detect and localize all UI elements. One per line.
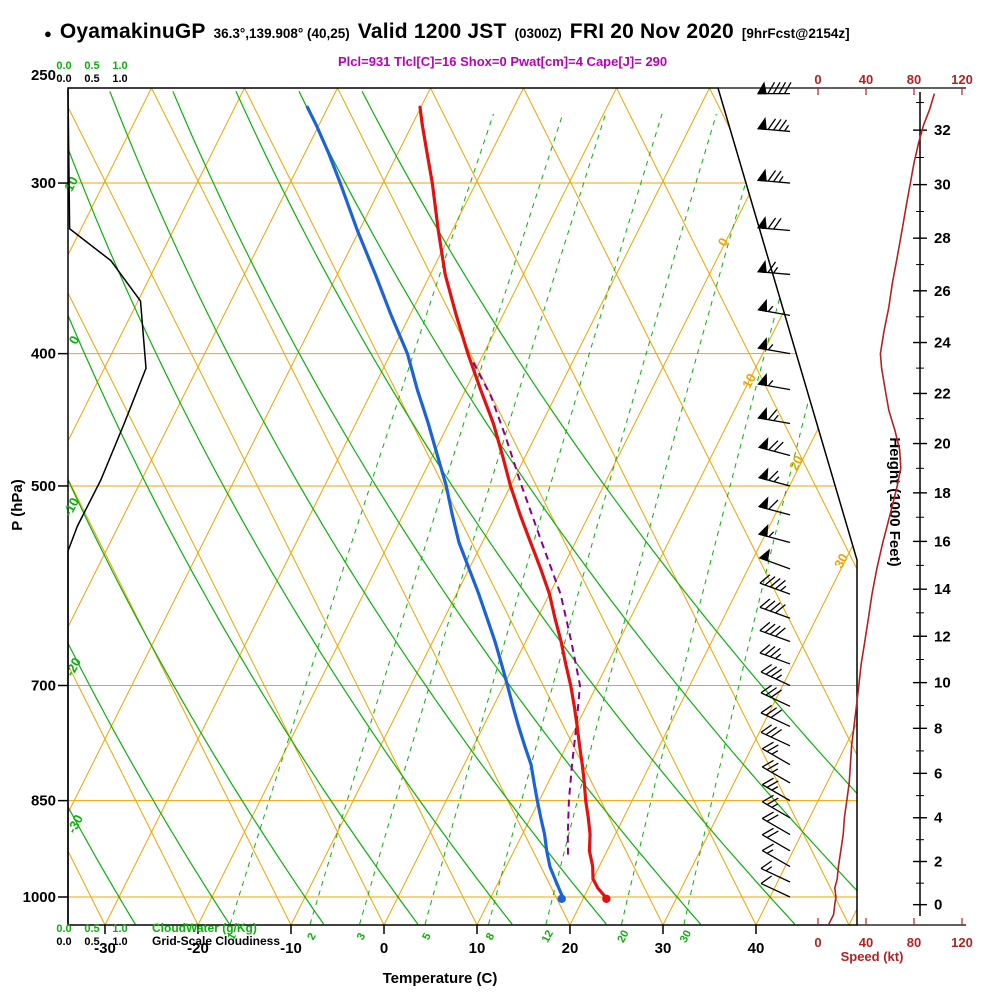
svg-text:500: 500 bbox=[31, 478, 56, 495]
svg-text:20: 20 bbox=[934, 436, 951, 453]
svg-text:20: 20 bbox=[562, 940, 579, 957]
svg-text:14: 14 bbox=[934, 581, 951, 598]
svg-text:0: 0 bbox=[715, 235, 732, 248]
svg-text:0: 0 bbox=[380, 940, 388, 957]
svg-text:40: 40 bbox=[748, 940, 765, 957]
chart-header: ● OyamakinuGP 36.3°,139.908° (40,25) Val… bbox=[44, 20, 850, 44]
surface-dew-marker bbox=[557, 894, 566, 903]
svg-text:1.0: 1.0 bbox=[112, 60, 127, 72]
svg-text:12: 12 bbox=[540, 928, 556, 944]
svg-text:10: 10 bbox=[934, 675, 951, 692]
svg-text:0.5: 0.5 bbox=[84, 73, 99, 85]
svg-text:1.0: 1.0 bbox=[112, 936, 127, 948]
svg-text:30: 30 bbox=[678, 928, 694, 944]
svg-text:3: 3 bbox=[355, 931, 368, 942]
valid-time: Valid 1200 JST bbox=[357, 20, 507, 43]
svg-text:28: 28 bbox=[934, 230, 951, 247]
svg-text:16: 16 bbox=[934, 533, 951, 550]
svg-text:120: 120 bbox=[951, 935, 973, 950]
plot-frame bbox=[67, 87, 858, 926]
svg-text:-10: -10 bbox=[60, 495, 82, 519]
svg-text:0: 0 bbox=[934, 897, 942, 914]
svg-text:2: 2 bbox=[934, 853, 942, 870]
svg-text:80: 80 bbox=[907, 935, 921, 950]
svg-text:12: 12 bbox=[934, 628, 951, 645]
svg-text:40: 40 bbox=[859, 72, 873, 87]
svg-text:26: 26 bbox=[934, 283, 951, 300]
svg-text:0.0: 0.0 bbox=[56, 73, 71, 85]
svg-text:0.0: 0.0 bbox=[56, 936, 71, 948]
svg-text:0.5: 0.5 bbox=[84, 936, 99, 948]
wind-speed-curve bbox=[828, 93, 936, 925]
svg-text:Speed (kt): Speed (kt) bbox=[841, 949, 904, 964]
svg-text:30: 30 bbox=[831, 551, 851, 571]
wind-barbs bbox=[756, 81, 792, 898]
svg-text:4: 4 bbox=[934, 810, 943, 827]
parcel-curve bbox=[471, 360, 582, 855]
svg-text:120: 120 bbox=[951, 72, 973, 87]
svg-text:22: 22 bbox=[934, 385, 951, 402]
station-name: OyamakinuGP bbox=[59, 20, 206, 43]
svg-text:400: 400 bbox=[31, 346, 56, 363]
valid-date: FRI 20 Nov 2020 bbox=[569, 20, 734, 43]
svg-text:Temperature (C): Temperature (C) bbox=[383, 970, 498, 987]
svg-text:1.0: 1.0 bbox=[112, 923, 127, 935]
svg-text:10: 10 bbox=[739, 371, 759, 391]
svg-text:18: 18 bbox=[934, 485, 951, 502]
svg-text:1: 1 bbox=[225, 931, 238, 942]
svg-text:0: 0 bbox=[814, 935, 821, 950]
surface-temp-marker bbox=[602, 894, 611, 903]
stability-indices: Plcl=931 Tlcl[C]=16 Shox=0 Pwat[cm]=4 Ca… bbox=[338, 54, 668, 69]
svg-text:40: 40 bbox=[859, 935, 873, 950]
svg-text:Height (1000 Feet): Height (1000 Feet) bbox=[886, 437, 903, 566]
svg-text:80: 80 bbox=[907, 72, 921, 87]
svg-text:0.0: 0.0 bbox=[56, 923, 71, 935]
svg-text:1.0: 1.0 bbox=[112, 73, 127, 85]
station-bullet-icon: ● bbox=[44, 26, 52, 41]
svg-text:-20: -20 bbox=[62, 655, 84, 679]
svg-text:5: 5 bbox=[420, 931, 433, 942]
valid-utc: (0300Z) bbox=[514, 26, 562, 41]
svg-text:P (hPa): P (hPa) bbox=[9, 479, 26, 530]
dewpoint-curve bbox=[305, 105, 565, 899]
svg-text:300: 300 bbox=[31, 175, 56, 192]
svg-text:-10: -10 bbox=[280, 940, 302, 957]
svg-text:10: 10 bbox=[61, 174, 81, 194]
svg-text:0.5: 0.5 bbox=[84, 60, 99, 72]
svg-text:8: 8 bbox=[484, 931, 497, 942]
svg-text:250: 250 bbox=[31, 67, 56, 84]
svg-text:10: 10 bbox=[469, 940, 486, 957]
svg-text:0.5: 0.5 bbox=[84, 923, 99, 935]
svg-text:0: 0 bbox=[814, 72, 821, 87]
svg-text:30: 30 bbox=[934, 177, 951, 194]
cloud-scales: 0.00.00.00.00.50.50.50.51.01.01.01.0Clou… bbox=[56, 60, 280, 948]
temperature-curve bbox=[418, 105, 607, 899]
svg-text:32: 32 bbox=[934, 122, 951, 139]
svg-text:850: 850 bbox=[31, 793, 56, 810]
svg-text:24: 24 bbox=[934, 335, 951, 352]
svg-text:20: 20 bbox=[615, 928, 631, 944]
svg-text:1000: 1000 bbox=[23, 889, 56, 906]
svg-text:-30: -30 bbox=[94, 940, 116, 957]
forecast-offset: [9hrFcst@2154z] bbox=[741, 26, 850, 41]
svg-text:8: 8 bbox=[934, 720, 942, 737]
cloud-profile bbox=[67, 88, 147, 925]
svg-text:6: 6 bbox=[934, 765, 942, 782]
background-grid bbox=[68, 88, 857, 925]
svg-text:30: 30 bbox=[655, 940, 672, 957]
svg-text:20: 20 bbox=[786, 453, 806, 473]
svg-text:-20: -20 bbox=[187, 940, 209, 957]
station-coords: 36.3°,139.908° (40,25) bbox=[213, 26, 350, 41]
svg-text:0.0: 0.0 bbox=[56, 60, 71, 72]
svg-text:Grid-Scale Cloudiness: Grid-Scale Cloudiness bbox=[152, 934, 280, 948]
svg-text:700: 700 bbox=[31, 677, 56, 694]
svg-text:CloudWater (g/Kg): CloudWater (g/Kg) bbox=[152, 921, 257, 935]
svg-text:2: 2 bbox=[305, 931, 318, 942]
